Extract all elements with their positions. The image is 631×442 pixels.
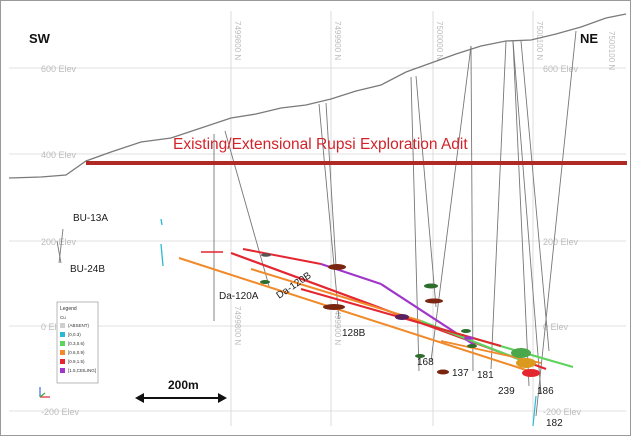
hole-label-137: 137 — [452, 368, 469, 379]
axis-triad-icon — [39, 387, 50, 398]
northing-label-4-low: 7500100 N — [607, 31, 616, 70]
hole-label-239: 239 — [498, 386, 515, 397]
northing-label-1: 7499800 N — [233, 21, 242, 60]
elev-label-600: 600 Elev — [41, 64, 77, 74]
elev-label-minus-200-right: -200 Elev — [543, 407, 582, 417]
legend-item-label: (ABSENT) — [68, 323, 90, 328]
hole-label-181: 181 — [477, 370, 494, 381]
hole-label-168: 168 — [417, 357, 434, 368]
elev-label-0: 0 Elev — [41, 322, 67, 332]
northing-label-3: 7500000 N — [435, 21, 444, 60]
grid — [9, 11, 626, 426]
elev-label-200-right: 200 Elev — [543, 237, 579, 247]
legend-item-label: [0,0.3) — [68, 332, 81, 337]
elev-label-0-right: 0 Elev — [543, 322, 569, 332]
legend-item-label: [0.6,0.9) — [68, 350, 85, 355]
elev-label-200: 200 Elev — [41, 237, 77, 247]
legend-items: (ABSENT) [0,0.3) [0.3,0.6) [0.6,0.9) [0.9,1.… — [60, 323, 96, 373]
legend-item-label: [0.3,0.6) — [68, 341, 85, 346]
northing-label-2: 7499900 N — [333, 21, 342, 60]
sample-markers — [260, 253, 540, 377]
legend-item-label: [0.9,1.5) — [68, 359, 85, 364]
hole-label-bu-24b: BU-24B — [70, 264, 105, 275]
legend-swatch — [60, 323, 65, 328]
northing-label-2-low: 7499900 N — [333, 306, 342, 345]
hole-label-da-120a: Da-120A — [219, 291, 259, 302]
hole-label-186: 186 — [537, 386, 554, 397]
direction-label-ne: NE — [580, 31, 598, 46]
legend-item-label: [1.5,CEILING] — [68, 368, 96, 373]
legend-swatch — [60, 359, 65, 364]
northing-label-4: 7500100 N — [535, 21, 544, 60]
elev-label-600-right: 600 Elev — [543, 64, 579, 74]
direction-label-sw: SW — [29, 31, 51, 46]
elev-label-minus-200: -200 Elev — [41, 407, 80, 417]
topographic-surface-line — [8, 13, 627, 179]
scale-bar-label: 200m — [168, 378, 199, 392]
legend-swatch — [60, 332, 65, 337]
elev-label-400: 400 Elev — [41, 150, 77, 160]
northing-label-1-low: 7499800 N — [233, 306, 242, 345]
drillhole-traces — [56, 30, 577, 427]
legend-swatch — [60, 368, 65, 373]
hole-label-bu-13a: BU-13A — [73, 213, 108, 224]
scale-bar: 200m — [135, 378, 227, 403]
legend-swatch — [60, 350, 65, 355]
legend-swatch — [60, 341, 65, 346]
hole-label-182: 182 — [546, 418, 563, 429]
hole-label-128b: 128B — [342, 328, 366, 339]
legend-field: Cu — [60, 315, 66, 320]
legend: Legend Cu (ABSENT) [0,0.3) [0.3,0.6) [0.6,0… — [56, 301, 99, 384]
adit-label: Existing/Extensional Rupsi Exploration A… — [173, 136, 468, 153]
legend-title: Legend — [60, 306, 77, 312]
